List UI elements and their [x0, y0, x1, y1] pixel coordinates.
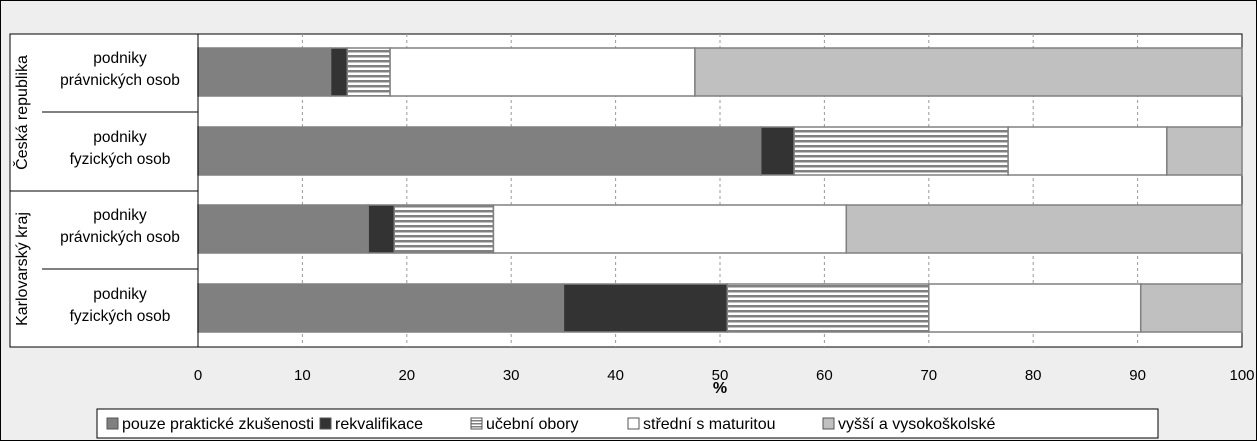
legend-label-2: učební obory — [486, 416, 579, 433]
bars — [197, 47, 1243, 333]
legend-label-4: vyšší a vysokoškolské — [838, 416, 995, 433]
legend-label-0: pouze praktické zkušenosti — [122, 416, 314, 433]
legend-swatch-0 — [106, 417, 119, 430]
group-label-0: Česká republika — [12, 55, 31, 170]
bar-segment-r0-s0 — [197, 47, 332, 97]
category-label-3-line1: fyzických osob — [70, 308, 171, 325]
x-tick-label-4: 40 — [607, 367, 624, 384]
category-label-1-line1: fyzických osob — [70, 151, 171, 168]
bar-segment-r0-s3 — [389, 47, 696, 97]
bar-segment-r1-s3 — [1007, 126, 1168, 176]
category-labels: Česká republika Karlovarský kraj podniky pr… — [10, 50, 198, 326]
group-label-1: Karlovarský kraj — [14, 212, 31, 326]
bar-segment-r1-s1 — [759, 126, 795, 176]
category-label-1-line0: podniky — [93, 129, 147, 146]
legend-swatch-1 — [319, 417, 332, 430]
x-axis: 0 10 20 30 40 50 60 70 80 90 100% — [194, 34, 1255, 397]
bar-segment-r0-s1 — [329, 47, 349, 97]
legend-swatch-3 — [627, 417, 640, 430]
category-label-2-line1: právnických osob — [60, 229, 180, 246]
bar-segment-r2-s0 — [197, 204, 369, 254]
category-label-0-line0: podniky — [93, 50, 147, 67]
x-tick-label-10: 100 — [1229, 367, 1254, 384]
x-tick-label-9: 90 — [1129, 367, 1146, 384]
x-tick-label-0: 0 — [194, 367, 202, 384]
x-tick-label-7: 70 — [920, 367, 937, 384]
bar-segment-r2-s3 — [492, 204, 848, 254]
x-tick-label-5: 50 — [712, 367, 729, 384]
category-label-3-line0: podniky — [93, 286, 147, 303]
x-axis-label: % — [713, 380, 727, 397]
x-tick-label-6: 60 — [816, 367, 833, 384]
x-tick-label-3: 30 — [503, 367, 520, 384]
x-tick-label-2: 20 — [398, 367, 415, 384]
bar-segment-r0-s4 — [694, 47, 1243, 97]
bar-segment-r3-s0 — [197, 283, 565, 333]
legend-label-3: střední s maturitou — [643, 416, 776, 433]
x-tick-label-8: 80 — [1025, 367, 1042, 384]
legend-label-1: rekvalifikace — [335, 416, 423, 433]
category-label-0-line1: právnických osob — [60, 72, 180, 89]
bar-segment-r3-s2 — [726, 283, 930, 333]
legend: pouze praktické zkušenosti rekvalifikace u… — [96, 408, 1159, 439]
x-tick-label-1: 10 — [294, 367, 311, 384]
legend-swatch-4 — [822, 417, 835, 430]
bar-segment-r1-s0 — [197, 126, 762, 176]
bar-segment-r3-s3 — [928, 283, 1142, 333]
bar-segment-r0-s2 — [346, 47, 391, 97]
legend-swatch-2 — [470, 417, 483, 430]
bar-segment-r3-s4 — [1139, 283, 1243, 333]
bar-segment-r3-s1 — [562, 283, 729, 333]
bar-segment-r2-s2 — [393, 204, 495, 254]
category-label-2-line0: podniky — [93, 207, 147, 224]
bar-segment-r1-s2 — [793, 126, 1009, 176]
bar-segment-r2-s1 — [367, 204, 396, 254]
bar-segment-r2-s4 — [845, 204, 1243, 254]
bar-segment-r1-s4 — [1166, 126, 1243, 176]
